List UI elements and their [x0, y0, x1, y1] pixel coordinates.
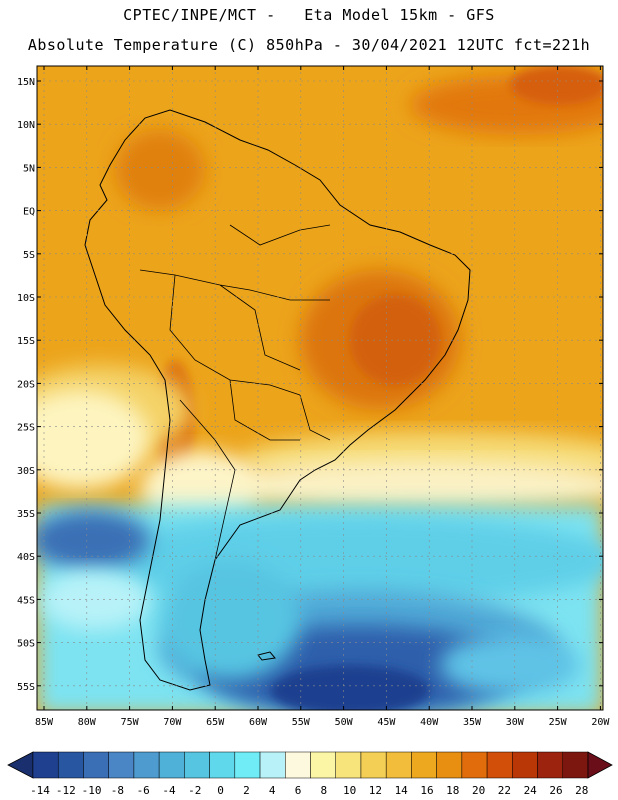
colorbar-label: 10 — [343, 784, 356, 797]
colorbar-swatch — [209, 751, 236, 779]
lon-label-35W: 35W — [463, 717, 482, 728]
axis-ticks — [37, 66, 603, 710]
lat-label-45S: 45S — [17, 595, 35, 606]
colorbar-swatch — [562, 751, 589, 779]
colorbar-label: 2 — [243, 784, 250, 797]
lon-label-85W: 85W — [35, 717, 54, 728]
colorbar-label: 24 — [524, 784, 538, 797]
colorbar-label: 0 — [217, 784, 224, 797]
temperature-field — [37, 66, 603, 710]
lon-label-30W: 30W — [506, 717, 525, 728]
lat-label-10S: 10S — [17, 293, 35, 304]
falkland-islands — [257, 651, 276, 661]
colorbar-label: -12 — [56, 784, 76, 797]
latitude-labels: 15N 10N 5N EQ 5S 10S 15S 20S 25S 30S 35S 40S 45S 50S 5… — [17, 77, 35, 693]
colorbar-label: 12 — [369, 784, 382, 797]
lon-label-20W: 20W — [591, 717, 610, 728]
colorbar-label: -4 — [162, 784, 176, 797]
lon-label-45W: 45W — [377, 717, 396, 728]
longitude-labels: 85W 80W 75W 70W 65W 60W 55W 50W 45W 40W 35W 30W 25W 2… — [35, 717, 610, 728]
colorbar-swatch — [32, 751, 59, 779]
colorbar-swatch — [285, 751, 311, 779]
colorbar-swatch — [259, 751, 286, 779]
colorbar-label: 20 — [472, 784, 485, 797]
lat-label-15N: 15N — [17, 77, 35, 88]
colorbar-label: -8 — [111, 784, 124, 797]
colorbar-swatch — [436, 751, 463, 779]
colorbar-swatch — [411, 751, 437, 779]
lon-label-40W: 40W — [420, 717, 439, 728]
colorbar-label: 28 — [575, 784, 588, 797]
gridlines — [37, 66, 603, 710]
lon-label-75W: 75W — [121, 717, 140, 728]
colorbar-label: 6 — [295, 784, 302, 797]
lon-label-70W: 70W — [163, 717, 182, 728]
chart-title-line2: Absolute Temperature (C) 850hPa - 30/04/… — [27, 36, 591, 54]
lat-label-50S: 50S — [17, 639, 35, 650]
lat-label-25S: 25S — [17, 423, 35, 434]
colorbar-label: 18 — [446, 784, 459, 797]
colorbar-swatch — [57, 751, 84, 779]
chart-title-line1: CPTEC/INPE/MCT - Eta Model 15km - GFS — [123, 6, 495, 24]
lon-label-55W: 55W — [292, 717, 311, 728]
colorbar-swatch — [360, 751, 387, 779]
colorbar-label: 26 — [549, 784, 562, 797]
lat-label-EQ: EQ — [23, 207, 35, 218]
colorbar-swatch — [512, 751, 538, 779]
lat-label-5S: 5S — [23, 250, 35, 261]
colorbar-label: -10 — [82, 784, 102, 797]
colorbar-label: -2 — [188, 784, 201, 797]
colorbar-label: 16 — [420, 784, 433, 797]
lon-label-60W: 60W — [249, 717, 268, 728]
map-frame — [36, 65, 604, 711]
colorbar-swatch — [83, 751, 109, 779]
lat-label-30S: 30S — [17, 466, 35, 477]
country-borders — [139, 224, 331, 561]
colorbar-swatch — [537, 751, 564, 779]
colorbar-swatch — [158, 751, 185, 779]
colorbar-swatch — [335, 751, 362, 779]
lat-label-5N: 5N — [23, 163, 35, 174]
colorbar-swatch — [385, 751, 412, 779]
colorbar-swatch — [108, 751, 135, 779]
colorbar: -14 -12 -10 -8 -6 -4 -2 0 2 4 6 8 10 12 14 16 18 20 22 24 26… — [7, 751, 613, 797]
colorbar-swatch — [133, 751, 160, 779]
colorbar-label: 4 — [269, 784, 276, 797]
lon-label-80W: 80W — [78, 717, 97, 728]
lat-label-10N: 10N — [17, 120, 35, 131]
colorbar-label: -6 — [137, 784, 150, 797]
lat-label-20S: 20S — [17, 379, 35, 390]
colorbar-arrow-right — [587, 751, 613, 779]
lon-label-65W: 65W — [206, 717, 225, 728]
colorbar-labels: -14 -12 -10 -8 -6 -4 -2 0 2 4 6 8 10 12 14 16 18 20 22 24 26… — [30, 784, 588, 797]
colorbar-swatch — [486, 751, 513, 779]
lat-label-40S: 40S — [17, 552, 35, 563]
lat-label-15S: 15S — [17, 336, 35, 347]
lat-label-55S: 55S — [17, 682, 35, 693]
lat-label-35S: 35S — [17, 509, 35, 520]
colorbar-label: -14 — [30, 784, 50, 797]
colorbar-swatch — [184, 751, 210, 779]
lon-label-50W: 50W — [335, 717, 354, 728]
colorbar-swatches — [7, 751, 613, 779]
colorbar-arrow-left — [7, 751, 34, 779]
colorbar-swatch — [234, 751, 261, 779]
colorbar-label: 22 — [498, 784, 511, 797]
lon-label-25W: 25W — [549, 717, 568, 728]
colorbar-label: 8 — [320, 784, 327, 797]
colorbar-swatch — [310, 751, 336, 779]
colorbar-label: 14 — [395, 784, 409, 797]
colorbar-swatch — [461, 751, 488, 779]
